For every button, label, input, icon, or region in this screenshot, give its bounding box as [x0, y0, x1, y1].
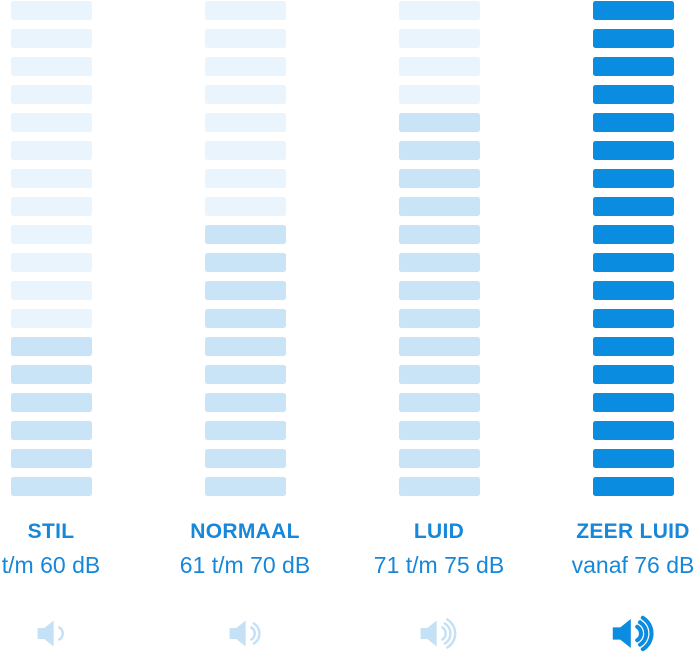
level-segment-filled	[592, 309, 674, 328]
level-segment-filled	[204, 281, 286, 300]
bar-stack-normaal	[204, 1, 286, 496]
category-label-stil: STIL	[27, 520, 75, 543]
level-segment-filled	[10, 477, 92, 496]
column-luid: LUID 71 t/m 75 dB	[342, 0, 536, 656]
level-segment-faint	[398, 57, 480, 76]
level-segment-faint	[10, 141, 92, 160]
level-segment-filled	[398, 225, 480, 244]
level-segment-filled	[592, 225, 674, 244]
level-segment-filled	[592, 365, 674, 384]
level-segment-filled	[398, 281, 480, 300]
column-zeer-luid: ZEER LUID vanaf 76 dB	[536, 0, 700, 656]
range-label-normaal: 61 t/m 70 dB	[179, 552, 311, 578]
level-segment-filled	[204, 337, 286, 356]
level-segment-faint	[398, 29, 480, 48]
level-segment-filled	[398, 449, 480, 468]
bar-stack-luid	[398, 1, 480, 496]
level-segment-filled	[10, 365, 92, 384]
level-segment-filled	[592, 197, 674, 216]
column-normaal: NORMAAL 61 t/m 70 dB	[148, 0, 342, 656]
level-segment-faint	[204, 113, 286, 132]
level-segment-faint	[10, 57, 92, 76]
range-label-zeer-luid: vanaf 76 dB	[571, 552, 695, 578]
level-segment-filled	[398, 365, 480, 384]
level-segment-faint	[204, 1, 286, 20]
level-segment-filled	[592, 281, 674, 300]
level-segment-filled	[398, 253, 480, 272]
category-label-luid: LUID	[413, 520, 465, 543]
level-segment-filled	[204, 365, 286, 384]
level-segment-filled	[592, 141, 674, 160]
level-segment-filled	[592, 337, 674, 356]
level-segment-filled	[10, 337, 92, 356]
level-segment-faint	[10, 225, 92, 244]
level-segment-filled	[398, 309, 480, 328]
speaker-3-waves-bold-icon	[536, 613, 700, 653]
level-segment-filled	[398, 169, 480, 188]
level-segment-filled	[592, 449, 674, 468]
speaker-2-waves-icon	[148, 613, 342, 653]
level-segment-filled	[204, 393, 286, 412]
bar-stack-stil	[10, 1, 92, 496]
level-segment-faint	[204, 141, 286, 160]
level-segment-filled	[204, 253, 286, 272]
level-segment-filled	[204, 309, 286, 328]
speaker-1-wave-icon	[0, 613, 148, 653]
level-segment-faint	[398, 85, 480, 104]
level-segment-faint	[204, 197, 286, 216]
bar-stack-zeer-luid	[592, 1, 674, 496]
level-segment-faint	[10, 253, 92, 272]
range-label-stil: t/m 60 dB	[1, 552, 101, 578]
level-segment-filled	[398, 421, 480, 440]
level-segment-filled	[592, 57, 674, 76]
level-segment-filled	[204, 449, 286, 468]
level-segment-faint	[10, 29, 92, 48]
level-segment-filled	[398, 197, 480, 216]
level-segment-filled	[398, 113, 480, 132]
level-segment-filled	[398, 337, 480, 356]
level-segment-filled	[592, 421, 674, 440]
level-segment-faint	[10, 309, 92, 328]
level-segment-faint	[204, 85, 286, 104]
level-segment-faint	[398, 1, 480, 20]
level-segment-filled	[204, 477, 286, 496]
level-segment-filled	[592, 29, 674, 48]
level-segment-faint	[204, 29, 286, 48]
level-segment-faint	[204, 169, 286, 188]
level-segment-filled	[592, 477, 674, 496]
level-segment-filled	[592, 393, 674, 412]
level-segment-filled	[204, 225, 286, 244]
range-label-luid: 71 t/m 75 dB	[373, 552, 505, 578]
level-segment-filled	[592, 113, 674, 132]
level-segment-faint	[204, 57, 286, 76]
level-segment-faint	[10, 169, 92, 188]
level-segment-filled	[398, 477, 480, 496]
level-segment-filled	[592, 85, 674, 104]
category-label-normaal: NORMAAL	[190, 520, 300, 543]
level-segment-filled	[592, 253, 674, 272]
level-segment-faint	[10, 1, 92, 20]
level-segment-filled	[10, 421, 92, 440]
level-segment-faint	[10, 113, 92, 132]
level-segment-filled	[592, 1, 674, 20]
level-segment-filled	[398, 141, 480, 160]
level-segment-filled	[592, 169, 674, 188]
level-segment-faint	[10, 85, 92, 104]
level-segment-faint	[10, 281, 92, 300]
column-stil: STIL t/m 60 dB	[0, 0, 148, 656]
level-segment-filled	[204, 421, 286, 440]
level-segment-filled	[10, 393, 92, 412]
level-segment-faint	[10, 197, 92, 216]
category-label-zeer-luid: ZEER LUID	[576, 520, 690, 543]
level-segment-filled	[10, 449, 92, 468]
speaker-3-waves-icon	[342, 613, 536, 653]
level-segment-filled	[398, 393, 480, 412]
